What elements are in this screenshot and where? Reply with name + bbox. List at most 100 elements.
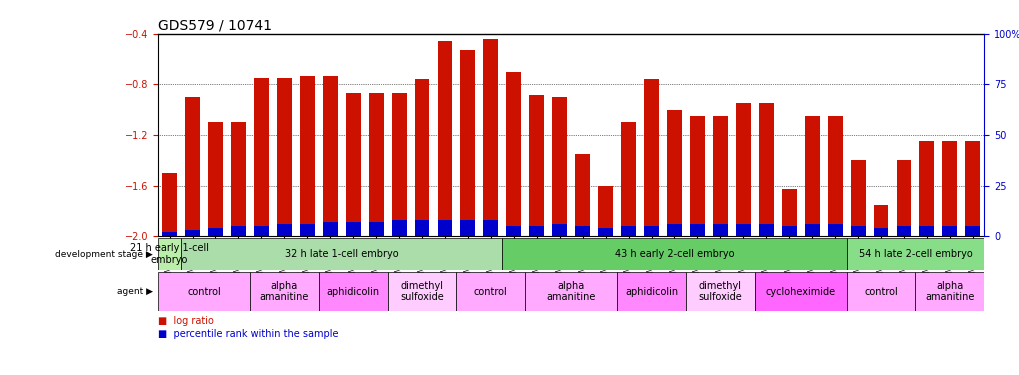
Bar (942, 141, 957, 236)
Text: control: control (863, 286, 897, 297)
Text: agent ▶: agent ▶ (117, 287, 153, 296)
Text: GDS579 / 10741: GDS579 / 10741 (158, 19, 272, 33)
Bar (483, 39, 498, 236)
Bar (483, 220, 498, 236)
Bar (529, 94, 544, 236)
Bar (872, 205, 888, 236)
Bar (689, 224, 704, 236)
Bar (345, 93, 361, 236)
Bar (896, 160, 911, 236)
Bar (322, 75, 337, 236)
Bar (505, 226, 521, 236)
Bar (368, 222, 383, 236)
Text: 54 h late 2-cell embryo: 54 h late 2-cell embryo (858, 249, 971, 259)
Bar (230, 226, 246, 236)
Text: cycloheximide: cycloheximide (765, 286, 835, 297)
Text: ■  percentile rank within the sample: ■ percentile rank within the sample (158, 329, 338, 339)
Bar (781, 226, 796, 236)
Bar (964, 226, 979, 236)
Bar (181, 238, 501, 270)
Bar (551, 224, 567, 236)
Bar (162, 232, 177, 236)
Bar (758, 104, 773, 236)
Bar (597, 186, 612, 236)
Bar (184, 230, 200, 236)
Text: alpha
amanitine: alpha amanitine (260, 281, 309, 302)
Bar (685, 272, 754, 311)
Bar (414, 80, 429, 236)
Bar (501, 238, 846, 270)
Bar (643, 226, 658, 236)
Bar (621, 122, 636, 236)
Bar (208, 228, 223, 236)
Bar (754, 272, 846, 311)
Text: alpha
amanitine: alpha amanitine (924, 281, 973, 302)
Bar (915, 272, 983, 311)
Bar (643, 80, 658, 236)
Bar (712, 224, 728, 236)
Bar (826, 224, 842, 236)
Bar (846, 272, 914, 311)
Bar (918, 141, 933, 236)
Text: 32 h late 1-cell embryo: 32 h late 1-cell embryo (284, 249, 398, 259)
Bar (872, 228, 888, 236)
Text: control: control (474, 286, 507, 297)
Text: aphidicolin: aphidicolin (326, 286, 379, 297)
Bar (804, 224, 819, 236)
Bar (689, 116, 704, 236)
Bar (712, 116, 728, 236)
Text: aphidicolin: aphidicolin (625, 286, 678, 297)
Bar (896, 226, 911, 236)
Text: control: control (186, 286, 221, 297)
Bar (846, 238, 983, 270)
Bar (276, 224, 291, 236)
Bar (208, 122, 223, 236)
Text: dimethyl
sulfoxide: dimethyl sulfoxide (399, 281, 443, 302)
Bar (300, 224, 315, 236)
Bar (387, 272, 455, 311)
Bar (158, 238, 181, 270)
Bar (781, 189, 796, 236)
Bar (529, 226, 544, 236)
Text: 43 h early 2-cell embryo: 43 h early 2-cell embryo (614, 249, 734, 259)
Bar (250, 272, 318, 311)
Bar (918, 226, 933, 236)
Bar (735, 104, 750, 236)
Text: ■  log ratio: ■ log ratio (158, 316, 214, 326)
Bar (437, 220, 452, 236)
Bar (254, 78, 269, 236)
Bar (758, 224, 773, 236)
Bar (826, 116, 842, 236)
Bar (616, 272, 686, 311)
Bar (804, 116, 819, 236)
Bar (850, 226, 865, 236)
Bar (391, 93, 407, 236)
Bar (414, 220, 429, 236)
Bar (318, 272, 387, 311)
Bar (254, 226, 269, 236)
Bar (322, 222, 337, 236)
Bar (300, 75, 315, 236)
Bar (276, 78, 291, 236)
Bar (850, 160, 865, 236)
Bar (460, 220, 475, 236)
Text: dimethyl
sulfoxide: dimethyl sulfoxide (698, 281, 742, 302)
Text: 21 h early 1-cell
embryo: 21 h early 1-cell embryo (130, 243, 209, 265)
Text: alpha
amanitine: alpha amanitine (546, 281, 595, 302)
Bar (525, 272, 616, 311)
Bar (368, 93, 383, 236)
Bar (230, 122, 246, 236)
Bar (184, 97, 200, 236)
Bar (158, 272, 250, 311)
Bar (666, 110, 682, 236)
Bar (437, 41, 452, 236)
Bar (505, 72, 521, 236)
Bar (345, 222, 361, 236)
Bar (621, 226, 636, 236)
Bar (551, 97, 567, 236)
Bar (942, 226, 957, 236)
Bar (964, 141, 979, 236)
Text: development stage ▶: development stage ▶ (55, 250, 153, 259)
Bar (391, 220, 407, 236)
Bar (460, 50, 475, 236)
